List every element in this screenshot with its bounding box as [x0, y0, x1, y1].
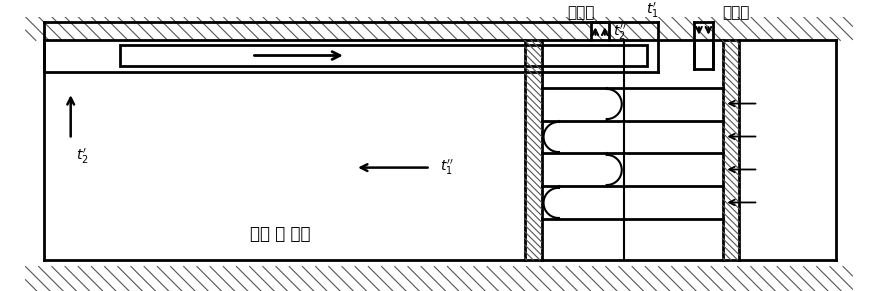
Bar	[119, 45, 646, 66]
Text: $t_1'$: $t_1'$	[645, 1, 658, 20]
Text: （蒸 发 器）: （蒸 发 器）	[249, 225, 310, 242]
Text: 排气口: 排气口	[567, 5, 595, 20]
Text: $t_1''$: $t_1''$	[439, 158, 453, 177]
Text: $t_2'$: $t_2'$	[76, 147, 89, 166]
Text: 进气口: 进气口	[722, 5, 749, 20]
Text: $t_2''$: $t_2''$	[612, 22, 626, 42]
